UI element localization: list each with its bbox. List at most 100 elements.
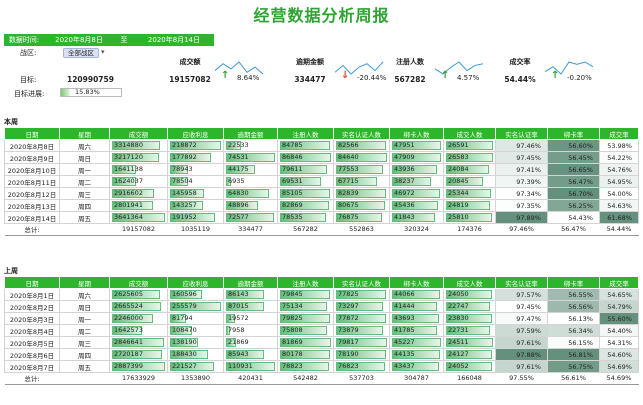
zone-dropdown[interactable]: 全部战区 bbox=[63, 48, 99, 58]
column-header[interactable]: 逾期金额 bbox=[223, 127, 278, 140]
column-header[interactable]: 绑卡率 bbox=[547, 127, 600, 140]
cell-value: 22747 bbox=[448, 302, 469, 310]
bar-cell: 78190 bbox=[333, 348, 390, 361]
bar-cell: 25810 bbox=[443, 211, 496, 224]
bar-cell: 86143 bbox=[223, 288, 278, 301]
text-cell: 2020年8月7日 bbox=[4, 360, 60, 373]
cell-value: 38237 bbox=[394, 177, 415, 185]
cell-value: 3217120 bbox=[114, 153, 143, 161]
zone-label: 战区: bbox=[20, 49, 37, 57]
cell-value: 21869 bbox=[228, 338, 249, 346]
rate-cell: 56.75% bbox=[547, 360, 600, 373]
column-header[interactable]: 实名认证率 bbox=[495, 127, 548, 140]
cell-value: 82566 bbox=[338, 141, 359, 149]
column-header[interactable]: 应收利息 bbox=[167, 127, 224, 140]
cell-value: 47909 bbox=[394, 153, 415, 161]
column-header[interactable]: 实名认证人数 bbox=[333, 276, 390, 289]
column-header[interactable]: 成交人数 bbox=[443, 276, 496, 289]
cell-value: 45436 bbox=[394, 201, 415, 209]
table-row: 2020年8月9日 周日 3217120 177892 74531 86846 84640 4… bbox=[4, 151, 639, 164]
bar-cell: 24511 bbox=[443, 336, 496, 349]
rate-cell: 56.60% bbox=[547, 139, 600, 152]
kpi-sparkline bbox=[215, 61, 264, 75]
arrow-down-icon: ↓ bbox=[341, 70, 350, 81]
cell-value: 43437 bbox=[394, 362, 415, 370]
bar-cell: 73297 bbox=[333, 300, 390, 313]
kpi-sparkline bbox=[545, 61, 594, 75]
cell-value: 24819 bbox=[448, 201, 469, 209]
column-header[interactable]: 绑卡人数 bbox=[389, 276, 444, 289]
table-row: 2020年8月14日 周五 3641364 191952 72577 78535 76875… bbox=[4, 211, 639, 224]
bar-cell: 3314880 bbox=[109, 139, 168, 152]
column-header[interactable]: 星期 bbox=[59, 127, 110, 140]
end-date-field[interactable]: 2020年8月14日 bbox=[147, 36, 201, 44]
column-header[interactable]: 星期 bbox=[59, 276, 110, 289]
bar-cell: 177892 bbox=[167, 151, 224, 164]
bar-cell: 78943 bbox=[167, 163, 224, 176]
total-cell bbox=[59, 372, 110, 385]
column-header[interactable]: 成交额 bbox=[109, 276, 168, 289]
column-header[interactable]: 实名认证率 bbox=[495, 276, 548, 289]
text-cell: 2020年8月4日 bbox=[4, 324, 60, 337]
text-cell: 2020年8月1日 bbox=[4, 288, 60, 301]
column-header[interactable]: 日期 bbox=[4, 276, 60, 289]
total-cell: 420431 bbox=[223, 372, 278, 385]
cell-value: 79845 bbox=[282, 290, 303, 298]
bar-cell: 78535 bbox=[277, 211, 334, 224]
text-cell: 周三 bbox=[59, 336, 110, 349]
bar-cell: 23830 bbox=[443, 312, 496, 325]
cell-value: 78943 bbox=[172, 165, 193, 173]
bar-cell: 143257 bbox=[167, 199, 224, 212]
column-header[interactable]: 成交率 bbox=[599, 276, 639, 289]
kpi-change: -0.20% bbox=[567, 74, 592, 82]
cell-value: 24511 bbox=[448, 338, 469, 346]
column-header[interactable]: 注册人数 bbox=[277, 127, 334, 140]
total-cell: 97.46% bbox=[495, 223, 548, 236]
column-header[interactable]: 逾期金额 bbox=[223, 276, 278, 289]
bar-cell: 73879 bbox=[333, 324, 390, 337]
cell-value: 26583 bbox=[448, 153, 469, 161]
text-cell: 周二 bbox=[59, 175, 110, 188]
column-header[interactable]: 绑卡人数 bbox=[389, 127, 444, 140]
bar-cell: 21869 bbox=[223, 336, 278, 349]
text-cell: 周日 bbox=[59, 300, 110, 313]
cell-value: 81794 bbox=[172, 314, 193, 322]
cell-value: 24127 bbox=[448, 350, 469, 358]
table-row: 2020年8月2日 周日 2665524 255579 87015 75134 73297 4… bbox=[4, 300, 639, 313]
bar-cell: 84785 bbox=[277, 139, 334, 152]
column-header[interactable]: 日期 bbox=[4, 127, 60, 140]
cell-value: 191952 bbox=[172, 213, 197, 221]
column-header[interactable]: 成交额 bbox=[109, 127, 168, 140]
bar-cell: 45227 bbox=[389, 336, 444, 349]
column-header[interactable]: 注册人数 bbox=[277, 276, 334, 289]
cell-value: 78504 bbox=[172, 177, 193, 185]
total-cell: 总计: bbox=[4, 372, 60, 385]
column-header[interactable]: 绑卡率 bbox=[547, 276, 600, 289]
cell-value: 138190 bbox=[172, 338, 197, 346]
column-header[interactable]: 实名认证人数 bbox=[333, 127, 390, 140]
bar-cell: 82566 bbox=[333, 139, 390, 152]
total-cell: 166048 bbox=[443, 372, 496, 385]
cell-value: 72577 bbox=[228, 213, 249, 221]
chevron-down-icon[interactable]: ▾ bbox=[101, 48, 105, 56]
cell-value: 74531 bbox=[228, 153, 249, 161]
table-row: 2020年8月7日 周五 2887399 221527 110931 78823 76823… bbox=[4, 360, 639, 373]
bar-cell: 75134 bbox=[277, 300, 334, 313]
table-row: 2020年8月10日 周一 1641138 78943 44175 79611 77553 4… bbox=[4, 163, 639, 176]
start-date-field[interactable]: 2020年8月8日 bbox=[55, 36, 103, 44]
column-header[interactable]: 成交率 bbox=[599, 127, 639, 140]
bar-cell: 3641364 bbox=[109, 211, 168, 224]
column-header[interactable]: 成交人数 bbox=[443, 127, 496, 140]
bar-cell: 80675 bbox=[333, 199, 390, 212]
cell-value: 85943 bbox=[228, 350, 249, 358]
cell-value: 6935 bbox=[228, 177, 245, 185]
cell-value: 2916602 bbox=[114, 189, 143, 197]
last-week-heading: 上周 bbox=[4, 267, 18, 275]
cell-value: 73297 bbox=[338, 302, 359, 310]
bar-cell: 72577 bbox=[223, 211, 278, 224]
cell-value: 48896 bbox=[228, 201, 249, 209]
cell-value: 160596 bbox=[172, 290, 197, 298]
text-cell: 周日 bbox=[59, 151, 110, 164]
total-cell: 537703 bbox=[333, 372, 390, 385]
column-header[interactable]: 应收利息 bbox=[167, 276, 224, 289]
